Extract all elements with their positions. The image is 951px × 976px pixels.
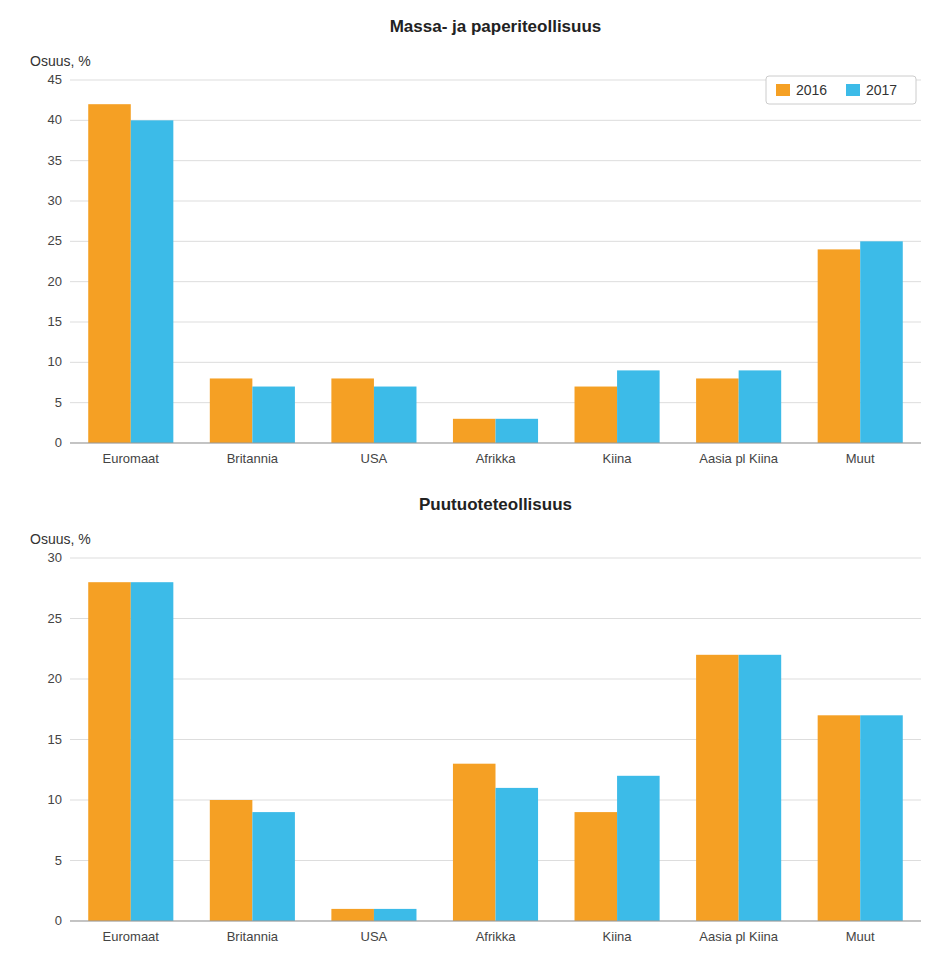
y-tick-label: 20 [48,274,62,289]
bars [88,582,903,921]
bar [860,241,903,443]
y-tick-label: 5 [55,853,62,868]
x-tick-label: Afrikka [476,929,517,944]
grid-line [70,281,921,282]
x-tick-label: Britannia [227,929,279,944]
grid-line [70,160,921,161]
x-tick-label: Muut [846,929,875,944]
y-tick-label: 15 [48,314,62,329]
legend-label: 2016 [796,82,827,98]
bar [696,378,739,443]
bar [496,419,539,443]
bar [496,788,539,921]
x-tick-label: Muut [846,451,875,466]
bar [331,909,374,921]
bar [453,419,496,443]
y-tick-label: 45 [48,72,62,87]
bar [617,776,660,921]
grid-line [70,443,921,444]
y-tick-label: 10 [48,354,62,369]
x-tick-label: Kiina [603,451,633,466]
legend-swatch [846,84,860,96]
x-tick-label: Euromaat [103,929,160,944]
bar [617,370,660,443]
x-tick-label: Britannia [227,451,279,466]
bar [88,582,131,921]
y-tick-label: 25 [48,233,62,248]
legend-frame [766,76,916,104]
y-tick-label: 25 [48,611,62,626]
bar [575,812,618,921]
figure: Massa- ja paperiteollisuus Osuus, % 0 5 10 15… [0,0,951,976]
bar [331,378,374,443]
y-tick-label: 30 [48,193,62,208]
x-tick-label: USA [361,929,388,944]
grid-line [70,241,921,242]
x-tick-label: Euromaat [103,451,160,466]
x-axis [70,921,921,922]
grid-line [70,120,921,121]
grid-line [70,618,921,619]
bar [210,800,253,921]
panel: Puutuoteteollisuus Osuus, % 0 5 10 15 20 25 30 Eu… [30,495,921,944]
grid-line [70,921,921,922]
title: Puutuoteteollisuus [419,495,572,514]
y-axis-label: Osuus, % [30,53,91,69]
bar [131,120,174,443]
title: Massa- ja paperiteollisuus [390,17,602,36]
x-tick-label: Aasia pl Kiina [699,929,779,944]
legend-label: 2017 [866,82,897,98]
grid-line [70,739,921,740]
grid-line [70,362,921,363]
bar [131,582,174,921]
y-tick-label: 35 [48,153,62,168]
bar [453,764,496,921]
bar [818,249,861,443]
legend: 2016 2017 [766,76,916,104]
grid-line [70,679,921,680]
grid-line [70,402,921,403]
grid-line [70,201,921,202]
bar [696,655,739,921]
bar [210,378,253,443]
x-tick-label: Aasia pl Kiina [699,451,779,466]
y-tick-label: 0 [55,435,62,450]
bar [575,387,618,443]
x-tick-label: Kiina [603,929,633,944]
panel: Massa- ja paperiteollisuus Osuus, % 0 5 10 15… [30,17,921,466]
grid-line [70,322,921,323]
bar [252,812,295,921]
y-tick-label: 40 [48,112,62,127]
x-tick-label: Afrikka [476,451,517,466]
legend-swatch [776,84,790,96]
y-tick-label: 10 [48,792,62,807]
y-tick-label: 30 [48,550,62,565]
y-axis-label: Osuus, % [30,531,91,547]
y-tick-label: 20 [48,671,62,686]
x-axis [70,443,921,444]
bar [88,104,131,443]
bars [88,104,903,443]
y-tick-label: 15 [48,732,62,747]
bar [860,715,903,921]
bar [374,387,417,443]
bar [252,387,295,443]
y-tick-label: 0 [55,913,62,928]
grid-line [70,558,921,559]
bar [739,655,782,921]
x-tick-label: USA [361,451,388,466]
bar [739,370,782,443]
y-tick-label: 5 [55,395,62,410]
bar [374,909,417,921]
bar [818,715,861,921]
